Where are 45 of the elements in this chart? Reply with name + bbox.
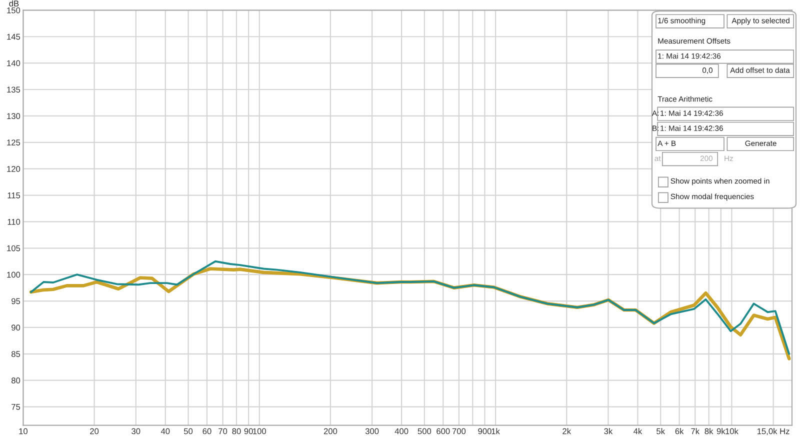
y-tick-label: 130 xyxy=(7,113,20,120)
x-tick-label: 2k xyxy=(562,428,572,434)
x-tick-label: 7k xyxy=(691,428,700,434)
x-tick-label: 4k xyxy=(634,428,642,434)
x-tick-label: 50 xyxy=(184,428,193,434)
y-tick-label: 110 xyxy=(8,218,20,225)
y-tick-label: 90 xyxy=(12,324,20,331)
x-tick-label: 100 xyxy=(253,428,266,434)
x-tick-label: 1k xyxy=(492,428,500,434)
y-tick-label: 100 xyxy=(7,272,20,278)
x-tick-label: 600 xyxy=(436,428,450,434)
x-tick-label: 5k xyxy=(656,428,666,434)
x-tick-label: 10k xyxy=(726,428,738,434)
y-tick-label: 75 xyxy=(12,404,20,410)
y-tick-label: 145 xyxy=(7,34,20,40)
x-tick-label: 90 xyxy=(244,428,253,434)
x-tick-label: 700 xyxy=(452,428,466,434)
y-tick-label: 115 xyxy=(8,192,20,198)
y-tick-label: 125 xyxy=(7,140,20,146)
x-tick-label: 30 xyxy=(132,428,140,434)
x-tick-label: 70 xyxy=(218,428,228,434)
x-tick-label: 80 xyxy=(232,428,241,434)
y-tick-label: 95 xyxy=(12,298,20,304)
x-tick-label: 900 xyxy=(478,428,492,434)
x-tick-label: 200 xyxy=(324,428,338,434)
y-axis-title: dB xyxy=(9,0,19,6)
x-tick-label: 60 xyxy=(202,428,212,434)
y-tick-label: 105 xyxy=(7,245,20,252)
y-tick-label: 150 xyxy=(7,7,20,14)
y-tick-label: 140 xyxy=(7,60,20,66)
y-tick-label: 135 xyxy=(7,86,20,93)
y-tick-label: 80 xyxy=(12,378,20,384)
x-tick-label: 9k xyxy=(716,428,726,434)
x-tick-label: 40 xyxy=(160,428,170,434)
x-tick-label: 500 xyxy=(418,428,432,434)
x-tick-label: 8k xyxy=(704,428,714,434)
x-tick-label: 15,0k Hz xyxy=(757,428,790,436)
y-tick-label: 120 xyxy=(7,166,20,172)
x-tick-label: 10 xyxy=(19,428,28,434)
y-tick-label: 85 xyxy=(12,351,20,357)
x-tick-label: 400 xyxy=(394,428,408,434)
x-tick-label: 6k xyxy=(675,428,684,434)
x-tick-label: 300 xyxy=(365,428,379,434)
x-tick-label: 3k xyxy=(604,428,613,434)
x-tick-label: 20 xyxy=(90,428,99,434)
